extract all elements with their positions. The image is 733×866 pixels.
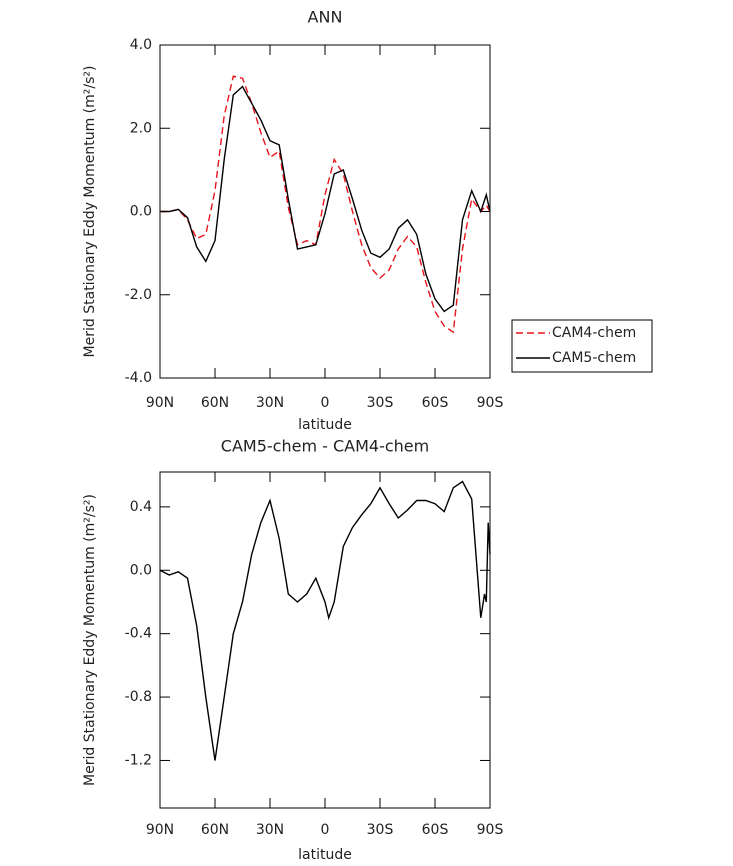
- y-tick-label: -4.0: [125, 370, 152, 386]
- chart-title: CAM5-chem - CAM4-chem: [221, 437, 429, 456]
- chart-title: ANN: [308, 8, 343, 27]
- x-axis-label: latitude: [298, 417, 352, 433]
- y-axis-label: Merid Stationary Eddy Momentum (m²/s²): [82, 66, 98, 358]
- y-tick-label: 0.0: [130, 204, 152, 220]
- legend-label: CAM4-chem: [552, 325, 636, 341]
- y-tick-label: 4.0: [130, 37, 152, 53]
- plot-frame: [159, 471, 491, 809]
- x-tick-label: 30N: [256, 395, 284, 411]
- x-tick-label: 60S: [422, 822, 449, 838]
- y-tick-label: -1.2: [125, 752, 152, 768]
- x-tick-label: 60S: [422, 395, 449, 411]
- x-tick-label: 90N: [146, 395, 174, 411]
- x-tick-label: 90S: [477, 395, 504, 411]
- y-tick-label: -0.8: [125, 689, 152, 705]
- x-tick-label: 60N: [201, 395, 229, 411]
- y-tick-label: 0.4: [130, 499, 152, 515]
- series-line: [160, 85, 491, 313]
- x-tick-label: 30S: [367, 395, 394, 411]
- series-line: [160, 75, 491, 334]
- legend-label: CAM5-chem: [552, 350, 636, 366]
- x-tick-label: 30N: [256, 822, 284, 838]
- x-axis-label: latitude: [298, 847, 352, 863]
- x-tick-label: 30S: [367, 822, 394, 838]
- legend-frame: [511, 319, 653, 373]
- x-tick-label: 0: [321, 395, 330, 411]
- x-tick-label: 0: [321, 822, 330, 838]
- series-line: [159, 480, 491, 761]
- y-tick-label: -2.0: [125, 287, 152, 303]
- x-tick-label: 90S: [477, 822, 504, 838]
- x-tick-label: 60N: [201, 822, 229, 838]
- x-tick-label: 90N: [146, 822, 174, 838]
- y-tick-label: 2.0: [130, 120, 152, 136]
- y-tick-label: -0.4: [125, 626, 152, 642]
- y-axis-label: Merid Stationary Eddy Momentum (m²/s²): [82, 494, 98, 786]
- y-tick-label: 0.0: [130, 562, 152, 578]
